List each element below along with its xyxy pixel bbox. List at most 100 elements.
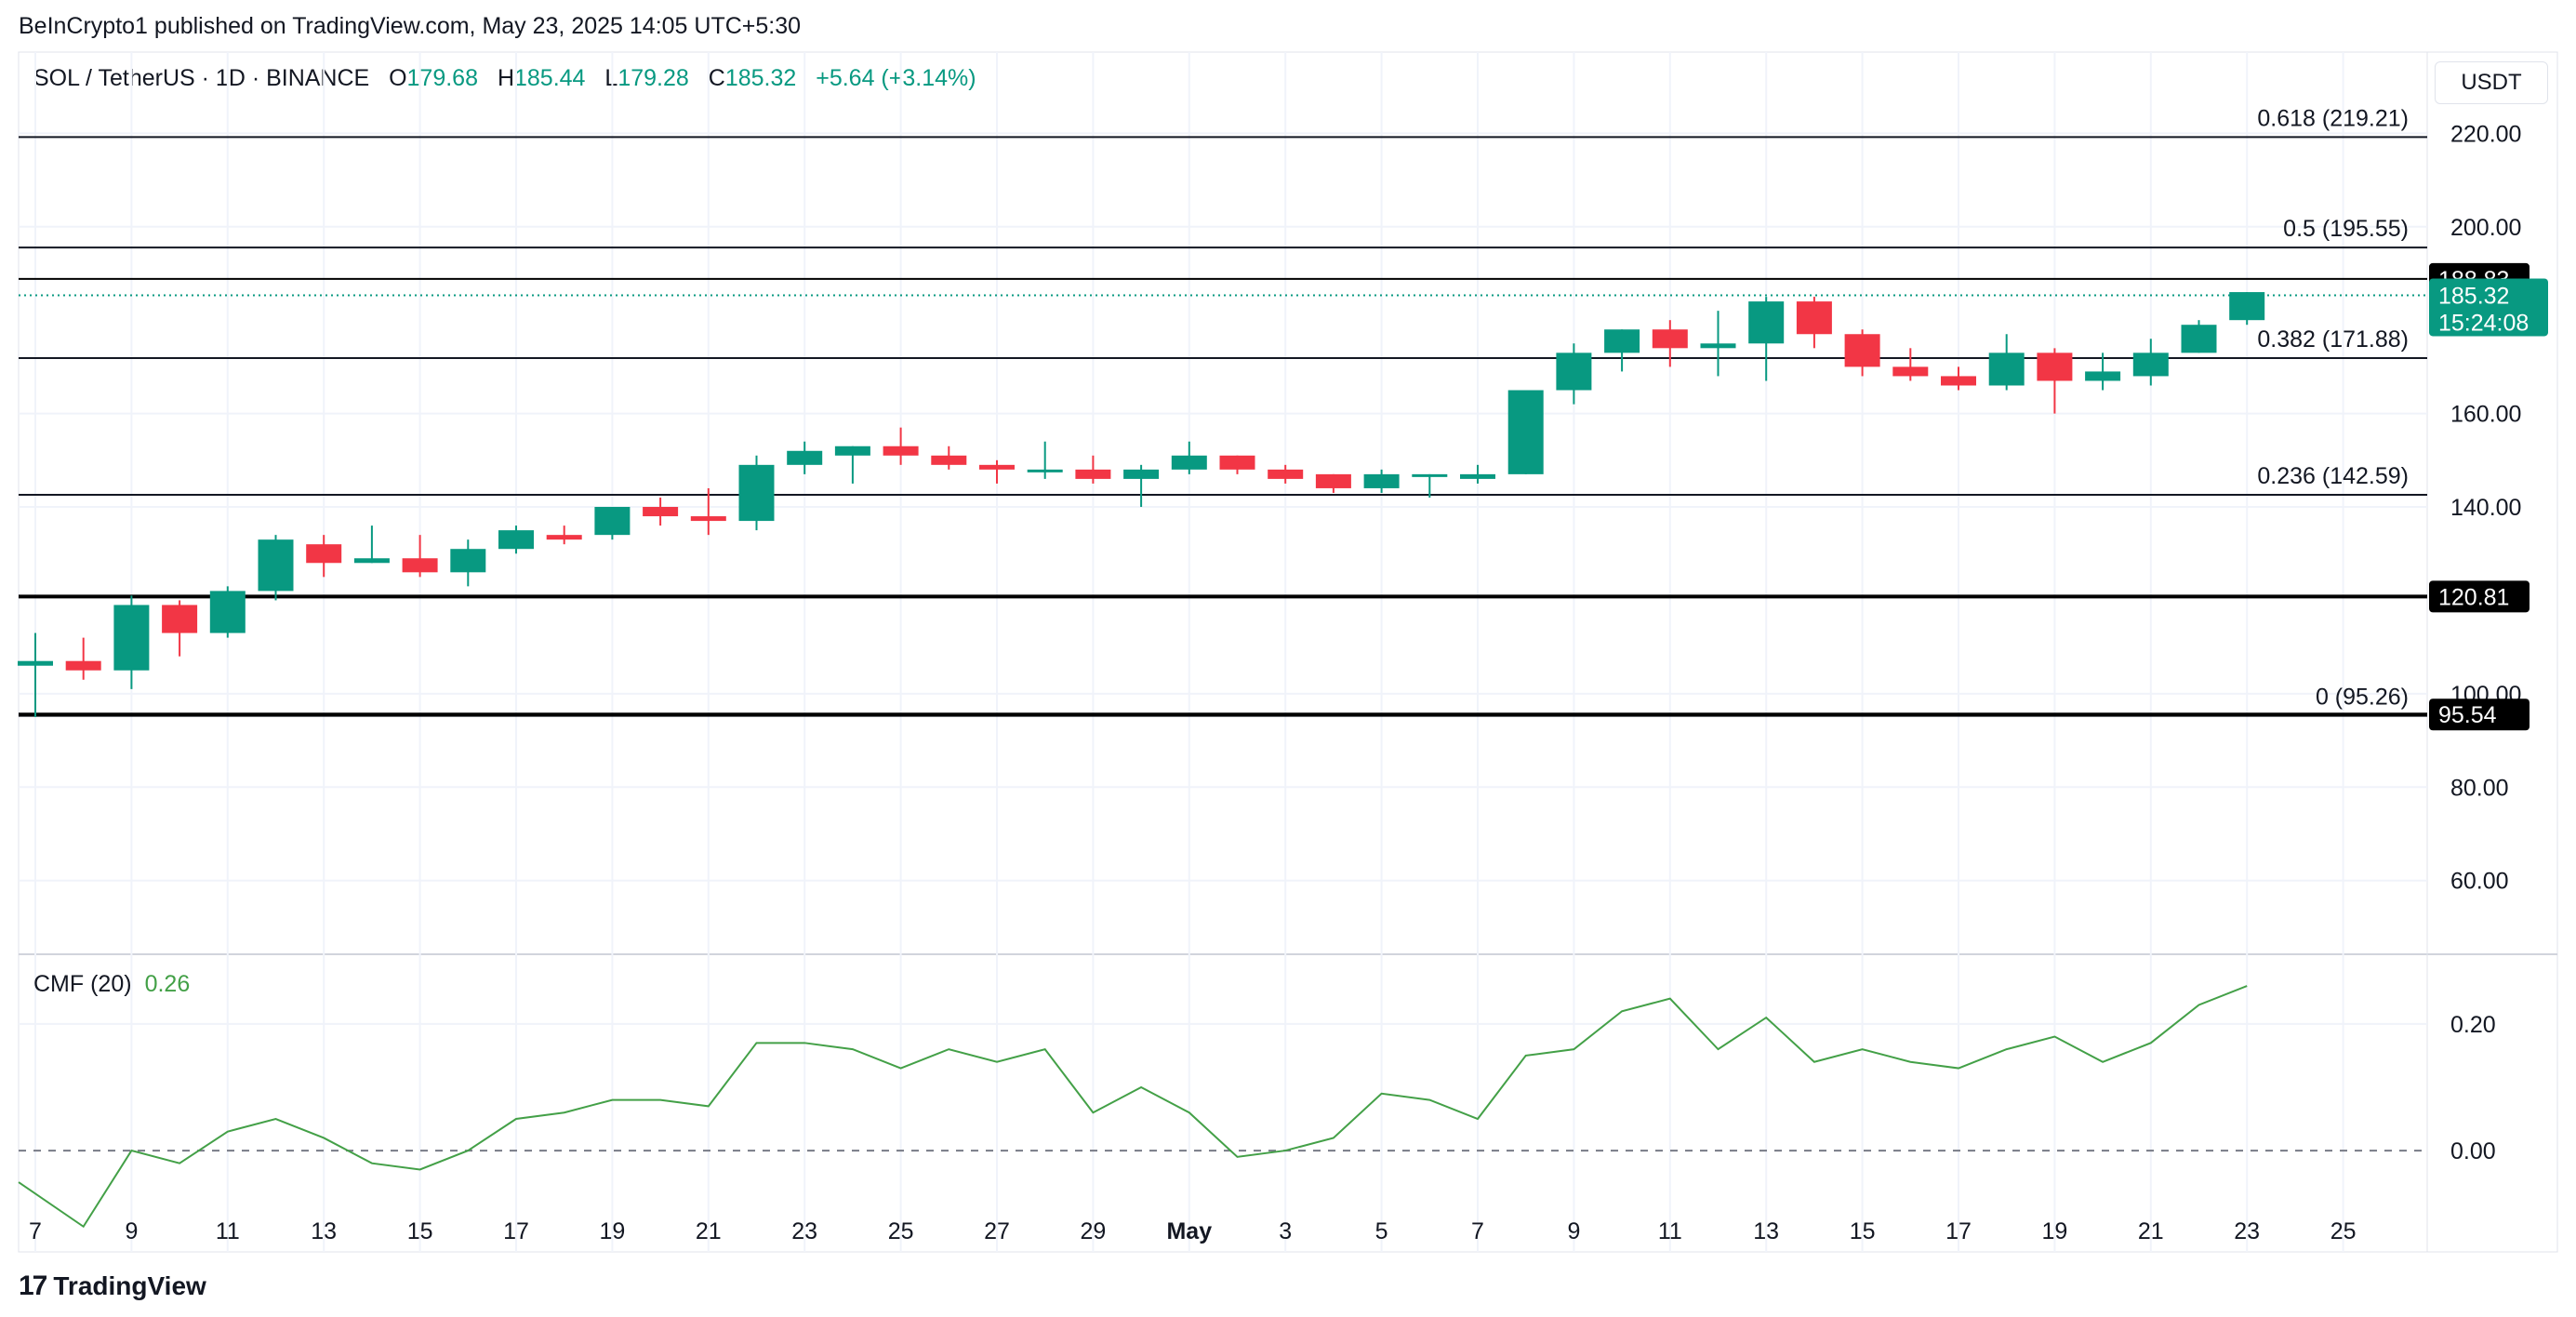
fib-level-label: 0.382 (171.88) [2257, 326, 2409, 353]
close-key: C [708, 65, 725, 91]
x-tick-label: 17 [503, 1218, 529, 1244]
candle-body [1556, 353, 1592, 391]
candle-body [1652, 329, 1688, 349]
currency-button[interactable]: USDT [2435, 61, 2548, 104]
last-price-label: 185.32 [2438, 283, 2509, 309]
candle-body [1796, 301, 1832, 335]
candle-body [1748, 301, 1785, 344]
candle-body [1988, 353, 2025, 386]
candlestick-series [18, 292, 2265, 717]
candle-body [643, 507, 679, 517]
x-tick-label: 23 [2234, 1218, 2260, 1244]
close-value: 185.32 [724, 65, 797, 91]
fib-level-label: 0.236 (142.59) [2257, 463, 2409, 489]
time-axis: 7 9 11 13 15 17 19 21 23 25 27 29 May 3 5 7 9 11 13 15 17 19 2… [29, 1218, 2356, 1244]
x-tick-label: 9 [125, 1218, 138, 1244]
candle-body [1171, 455, 1207, 470]
x-tick-label: 23 [791, 1218, 817, 1244]
x-tick-label: 27 [984, 1218, 1010, 1244]
candle-body [787, 450, 823, 465]
countdown-label: 15:24:08 [2438, 310, 2529, 336]
candle-body [1844, 334, 1880, 367]
chart-grid [18, 51, 2558, 1253]
cmf-name[interactable]: CMF (20) [33, 971, 132, 997]
open-key: O [389, 65, 407, 91]
fib-level-label: 0.5 (195.55) [2283, 216, 2409, 242]
chart-frame [18, 51, 2558, 1253]
candle-body [931, 455, 967, 465]
candle-body [2132, 353, 2169, 377]
candle-body [65, 660, 101, 671]
low-value: 179.28 [617, 65, 689, 91]
change-value: +5.64 (+3.14%) [816, 65, 976, 91]
candle-body [1315, 473, 1351, 488]
candle-body [594, 507, 631, 536]
candle-body [1123, 469, 1160, 479]
candle-body [2085, 371, 2121, 381]
fib-level-label: 0 (95.26) [2316, 685, 2409, 711]
candle-body [1075, 469, 1111, 479]
x-tick-label: 7 [1471, 1218, 1484, 1244]
x-tick-label: 13 [1753, 1218, 1779, 1244]
sr-level-tag [2429, 698, 2530, 731]
candle-body [18, 660, 53, 666]
low-key: L [604, 65, 618, 91]
candle-body [353, 558, 390, 564]
candle-body [546, 535, 582, 540]
candle-body [1507, 390, 1544, 474]
candle-body [2229, 292, 2265, 321]
candle-body [2181, 325, 2217, 353]
candle-body [306, 544, 342, 564]
candle-body [402, 558, 438, 573]
x-tick-label: 15 [1850, 1218, 1876, 1244]
x-tick-label: 11 [1658, 1218, 1682, 1244]
candle-body [1941, 376, 1976, 386]
x-tick-label: 9 [1567, 1218, 1580, 1244]
x-tick-label: 11 [216, 1218, 240, 1244]
candle-body [2037, 353, 2073, 381]
x-tick-label: 29 [1080, 1218, 1106, 1244]
candle-body [738, 464, 775, 522]
candle-body [162, 605, 198, 633]
y-tick-label: 160.00 [2450, 402, 2521, 428]
x-tick-label: 19 [599, 1218, 625, 1244]
candle-body [450, 549, 486, 573]
x-tick-label: 21 [696, 1218, 722, 1244]
high-value: 185.44 [514, 65, 586, 91]
tradingview-brand: TradingView [53, 1271, 206, 1300]
candle-body [834, 446, 870, 456]
candle-body [690, 516, 726, 522]
symbol-name[interactable]: SOL / TetherUS · 1D · BINANCE [33, 65, 370, 91]
candle-body [1268, 469, 1304, 479]
candle-body [1892, 366, 1929, 377]
x-tick-label: 15 [407, 1218, 433, 1244]
candle-body [883, 446, 919, 456]
published-caption: BeInCrypto1 published on TradingView.com… [19, 13, 802, 39]
cmf-line [18, 985, 2248, 1229]
price-axis: 220.00200.00160.00140.00100.0080.0060.00… [2429, 121, 2548, 895]
y-tick-label: 200.00 [2450, 215, 2521, 241]
candle-body [1412, 473, 1448, 477]
x-tick-label: 13 [311, 1218, 337, 1244]
x-tick-label: 21 [2138, 1218, 2164, 1244]
candle-body [258, 539, 294, 592]
fib-level-label: 0.618 (219.21) [2257, 105, 2409, 131]
symbol-legend: SOL / TetherUS · 1D · BINANCE O179.68 H1… [33, 65, 976, 92]
last-price-tag [2429, 278, 2548, 337]
cmf-legend: CMF (20) 0.26 [33, 971, 190, 998]
y-tick-label: 140.00 [2450, 495, 2521, 521]
x-tick-label: 19 [2041, 1218, 2067, 1244]
candle-body [498, 530, 534, 550]
candle-body [1460, 473, 1495, 479]
x-tick-label: 17 [1945, 1218, 1972, 1244]
x-tick-label: May [1166, 1218, 1212, 1244]
candle-body [1604, 329, 1640, 353]
candle-body [1027, 469, 1063, 472]
sr-level-tag-label: 120.81 [2438, 584, 2509, 610]
candle-body [209, 591, 246, 633]
x-tick-label: 25 [888, 1218, 914, 1244]
x-tick-label: 3 [1279, 1218, 1292, 1244]
high-key: H [497, 65, 514, 91]
tradingview-logo[interactable]: 17 TradingView [19, 1270, 206, 1302]
